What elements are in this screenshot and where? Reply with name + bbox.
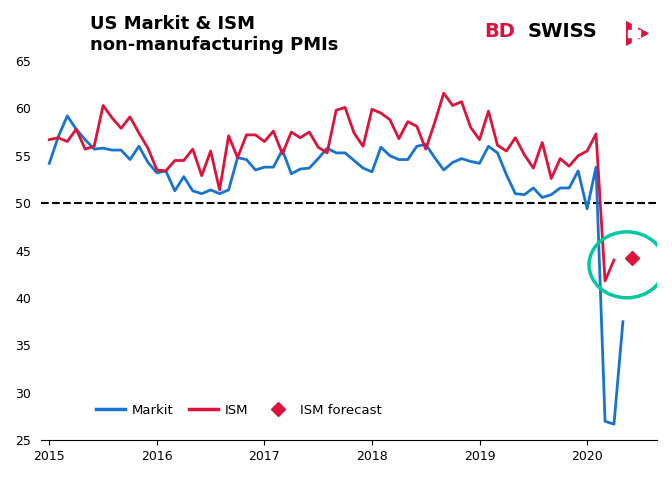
Polygon shape <box>626 22 648 45</box>
Text: SWISS: SWISS <box>528 22 597 41</box>
Text: US Markit & ISM
non-manufacturing PMIs: US Markit & ISM non-manufacturing PMIs <box>90 15 339 54</box>
Legend: Markit, ISM, ISM forecast: Markit, ISM, ISM forecast <box>91 399 386 422</box>
Text: BD: BD <box>484 22 515 41</box>
FancyBboxPatch shape <box>632 24 636 43</box>
FancyBboxPatch shape <box>628 30 640 37</box>
